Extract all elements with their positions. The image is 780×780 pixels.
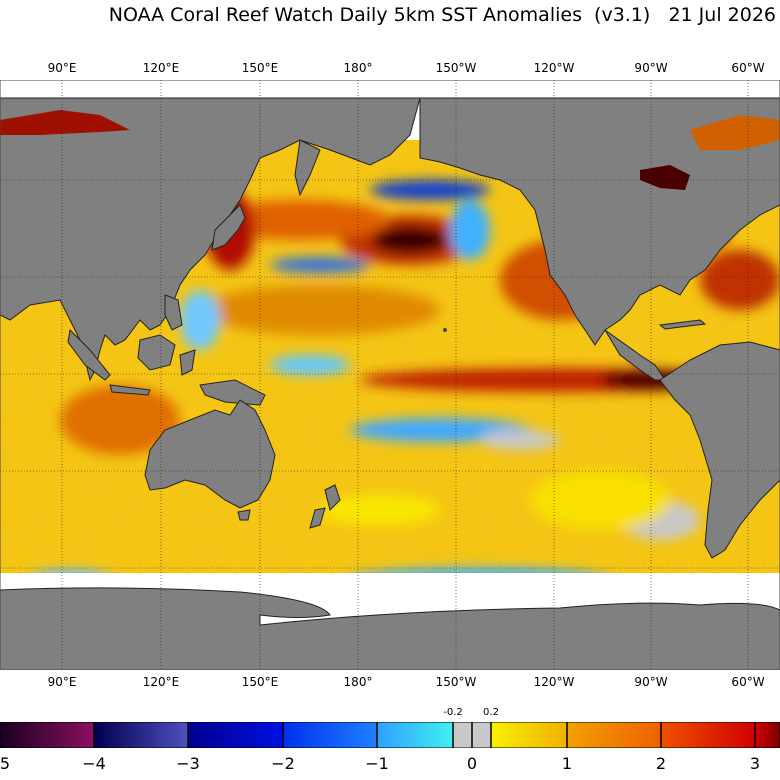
colorbar [0, 722, 780, 748]
cb-seg [0, 722, 94, 748]
colorbar-small-label: -0.2 [443, 707, 463, 718]
colorbar-tick-label: 5 [0, 754, 11, 773]
lon-label: 60°W [731, 61, 765, 75]
colorbar-tick-label: −2 [271, 754, 295, 773]
north-america-land [419, 97, 780, 346]
tasmania-land [237, 509, 251, 521]
arctic-warm [0, 110, 130, 135]
new-zealand-land [309, 484, 341, 529]
colorbar-tick-label: −3 [176, 754, 200, 773]
lon-label: 150°W [435, 675, 477, 689]
asia-land [0, 97, 421, 382]
colorbar-small-label: 0.2 [483, 707, 499, 718]
lon-label: 150°W [435, 61, 477, 75]
sulawesi-land [179, 349, 196, 376]
lon-label: 180° [343, 61, 373, 75]
lon-label: 180° [343, 675, 373, 689]
philippines-land [164, 294, 183, 331]
hawaii-dot [443, 328, 447, 332]
cb-seg [188, 722, 283, 748]
cb-seg [491, 722, 567, 748]
colorbar-tick-label: 2 [655, 754, 667, 773]
cb-seg [283, 722, 377, 748]
java-land [109, 384, 151, 396]
lon-label: 150°E [241, 675, 279, 689]
colorbar-tick-label: 0 [466, 754, 478, 773]
japan-land [211, 204, 246, 251]
sst-anomaly-map [0, 80, 780, 670]
map-title: NOAA Coral Reef Watch Daily 5km SST Anom… [108, 4, 776, 26]
caribbean-islands [658, 319, 707, 330]
antarctica-land [0, 587, 780, 670]
lon-label: 120°W [533, 61, 575, 75]
borneo-land [137, 334, 176, 371]
colorbar-tick-label: 3 [749, 754, 761, 773]
cb-seg [377, 722, 453, 748]
graticule [0, 80, 780, 670]
colorbar-tick-label: −1 [365, 754, 389, 773]
lon-label: 120°W [533, 675, 575, 689]
colorbar-tick-label: −4 [82, 754, 106, 773]
south-america-land [659, 341, 780, 559]
lon-label: 60°W [731, 675, 765, 689]
sumatra-land [67, 328, 111, 381]
cb-seg [94, 722, 188, 748]
lon-label: 120°E [142, 61, 180, 75]
lon-label: 90°W [634, 61, 668, 75]
hudson-bay-warm [640, 165, 690, 190]
cb-seg [567, 722, 661, 748]
lon-label: 90°W [634, 675, 668, 689]
cb-seg [755, 722, 780, 748]
cb-seg [661, 722, 755, 748]
labrador-warm [690, 115, 780, 150]
lon-label: 150°E [241, 61, 279, 75]
kamchatka-land [294, 139, 321, 197]
colorbar-tick-label: 1 [561, 754, 573, 773]
lon-label: 120°E [142, 675, 180, 689]
lon-label: 90°E [47, 61, 77, 75]
lon-label: 90°E [47, 675, 77, 689]
australia-land [144, 399, 276, 509]
